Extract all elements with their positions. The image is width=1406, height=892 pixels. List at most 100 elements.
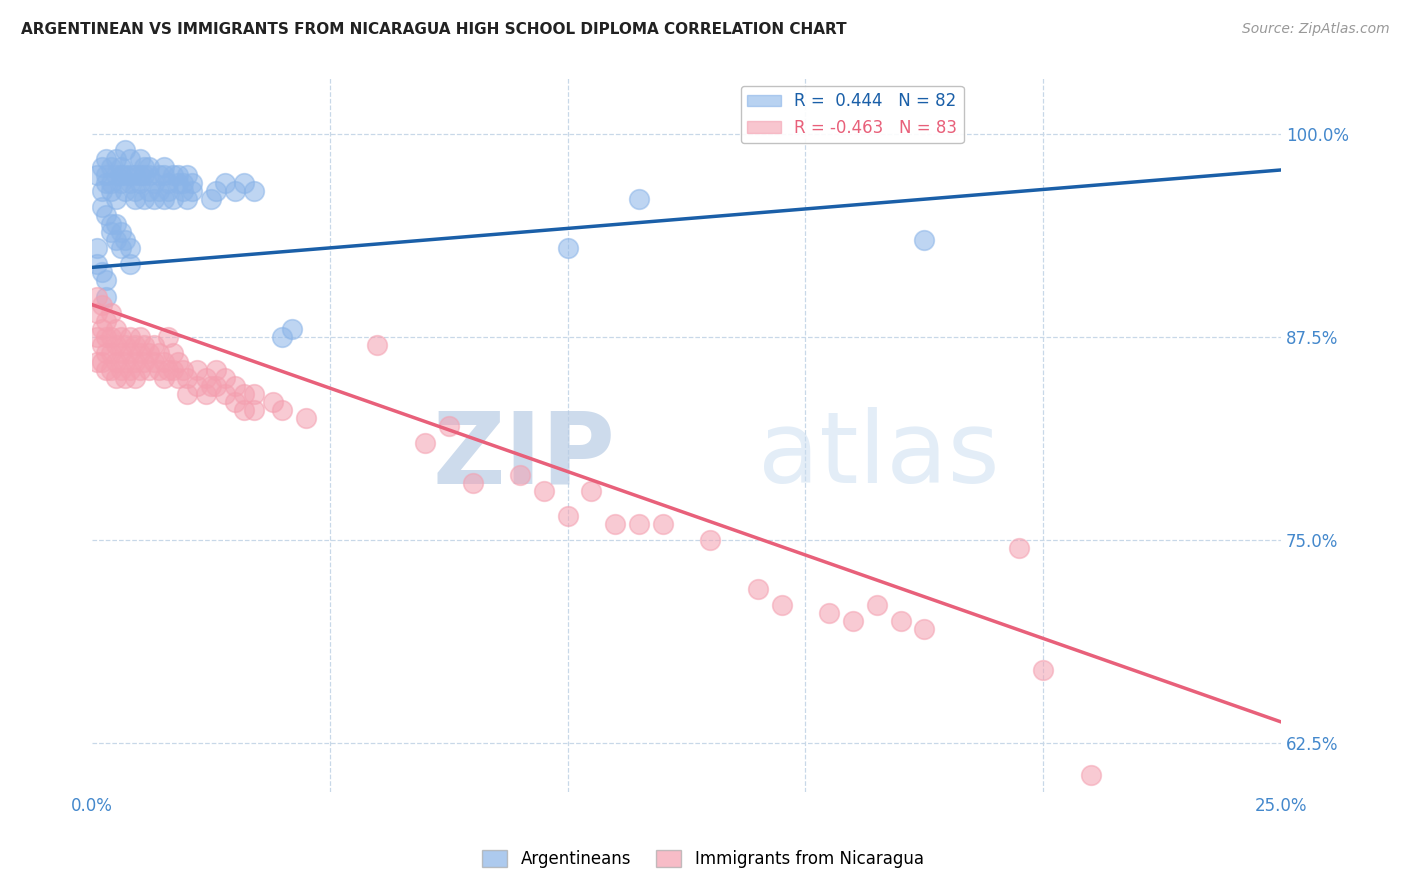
Point	[110, 225, 132, 239]
Point	[96, 273, 118, 287]
Point	[114, 370, 136, 384]
Point	[243, 403, 266, 417]
Point	[770, 598, 793, 612]
Point	[224, 395, 246, 409]
Point	[104, 338, 127, 352]
Point	[128, 362, 150, 376]
Point	[104, 322, 127, 336]
Point	[86, 306, 108, 320]
Point	[195, 387, 218, 401]
Point	[143, 176, 166, 190]
Point	[172, 184, 194, 198]
Point	[134, 338, 156, 352]
Point	[243, 387, 266, 401]
Point	[271, 403, 294, 417]
Point	[148, 362, 170, 376]
Point	[124, 168, 146, 182]
Point	[461, 476, 484, 491]
Point	[114, 144, 136, 158]
Point	[124, 354, 146, 368]
Point	[143, 192, 166, 206]
Point	[912, 233, 935, 247]
Point	[134, 354, 156, 368]
Point	[114, 233, 136, 247]
Point	[86, 257, 108, 271]
Point	[699, 533, 721, 547]
Point	[120, 346, 142, 360]
Point	[152, 192, 174, 206]
Point	[96, 168, 118, 182]
Point	[581, 484, 603, 499]
Point	[90, 298, 112, 312]
Point	[204, 379, 226, 393]
Point	[90, 200, 112, 214]
Point	[124, 370, 146, 384]
Point	[86, 354, 108, 368]
Point	[104, 168, 127, 182]
Point	[233, 387, 256, 401]
Point	[90, 265, 112, 279]
Point	[100, 184, 122, 198]
Point	[509, 468, 531, 483]
Point	[148, 184, 170, 198]
Point	[204, 184, 226, 198]
Point	[271, 330, 294, 344]
Text: atlas: atlas	[758, 408, 1000, 505]
Point	[104, 370, 127, 384]
Point	[157, 330, 180, 344]
Point	[1032, 663, 1054, 677]
Legend: Argentineans, Immigrants from Nicaragua: Argentineans, Immigrants from Nicaragua	[475, 843, 931, 875]
Point	[166, 370, 188, 384]
Point	[148, 346, 170, 360]
Text: Source: ZipAtlas.com: Source: ZipAtlas.com	[1241, 22, 1389, 37]
Point	[86, 168, 108, 182]
Point	[134, 160, 156, 174]
Point	[366, 338, 388, 352]
Point	[181, 184, 204, 198]
Point	[100, 176, 122, 190]
Point	[204, 362, 226, 376]
Point	[166, 354, 188, 368]
Point	[124, 338, 146, 352]
Point	[162, 192, 184, 206]
Point	[176, 387, 198, 401]
Point	[281, 322, 304, 336]
Point	[200, 379, 222, 393]
Point	[96, 152, 118, 166]
Point	[437, 419, 460, 434]
Point	[166, 176, 188, 190]
Point	[96, 330, 118, 344]
Point	[651, 516, 673, 531]
Point	[1008, 541, 1031, 556]
Point	[842, 614, 865, 628]
Point	[86, 330, 108, 344]
Point	[214, 176, 236, 190]
Point	[110, 241, 132, 255]
Point	[214, 387, 236, 401]
Point	[120, 168, 142, 182]
Point	[120, 330, 142, 344]
Point	[128, 176, 150, 190]
Point	[134, 168, 156, 182]
Point	[114, 338, 136, 352]
Point	[152, 370, 174, 384]
Point	[157, 184, 180, 198]
Point	[605, 516, 627, 531]
Point	[96, 314, 118, 328]
Point	[224, 184, 246, 198]
Point	[90, 354, 112, 368]
Point	[233, 403, 256, 417]
Point	[157, 362, 180, 376]
Point	[186, 379, 208, 393]
Point	[96, 176, 118, 190]
Point	[104, 217, 127, 231]
Point	[114, 168, 136, 182]
Point	[1080, 768, 1102, 782]
Point	[110, 176, 132, 190]
Point	[86, 289, 108, 303]
Point	[195, 370, 218, 384]
Legend: R =  0.444   N = 82, R = -0.463   N = 83: R = 0.444 N = 82, R = -0.463 N = 83	[741, 86, 963, 144]
Point	[128, 168, 150, 182]
Point	[866, 598, 889, 612]
Point	[176, 370, 198, 384]
